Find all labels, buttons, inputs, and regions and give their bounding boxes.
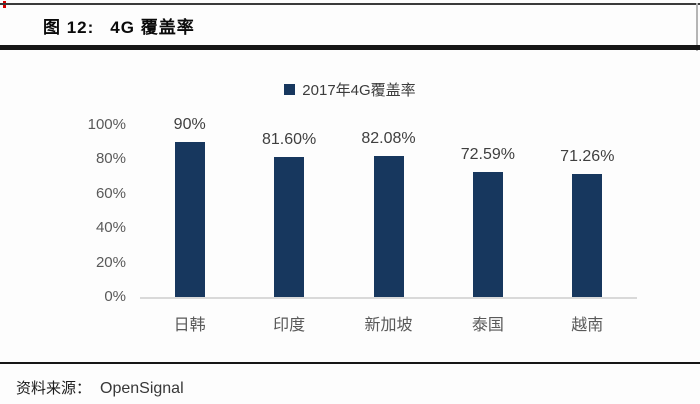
y-axis-tick-label: 80% <box>95 150 126 168</box>
figure-title: 图 12: 4G 覆盖率 <box>43 13 195 38</box>
bar <box>472 172 503 297</box>
legend-swatch-icon <box>284 84 296 95</box>
y-axis-tick-label: 0% <box>104 288 126 305</box>
title-rule <box>0 45 700 50</box>
right-border <box>696 3 698 51</box>
bar <box>572 174 603 297</box>
bar-value-label: 72.59% <box>460 146 516 164</box>
x-axis-label: 印度 <box>273 317 306 334</box>
legend-label: 2017年4G覆盖率 <box>302 82 416 99</box>
y-axis-tick-label: 40% <box>95 219 126 237</box>
y-axis-tick-label: 60% <box>95 184 126 202</box>
source-label: 资料来源： <box>16 381 92 397</box>
bar-value-label: 71.26% <box>560 148 615 166</box>
x-axis-label: 日韩 <box>173 317 206 334</box>
y-axis-tick-label: 100% <box>87 116 126 133</box>
x-axis-label: 泰国 <box>471 317 504 334</box>
y-axis-tick-label: 20% <box>95 253 126 271</box>
figure-label: 图 12: <box>43 18 95 37</box>
bar-value-label: 82.08% <box>361 129 416 147</box>
bar-value-label: 90% <box>173 116 206 134</box>
bar-value-label: 81.60% <box>261 130 317 148</box>
figure-title-text: 4G 覆盖率 <box>110 18 195 37</box>
bottom-rule <box>0 362 700 364</box>
bar <box>274 156 305 297</box>
x-axis-label: 新加坡 <box>364 317 413 334</box>
source-row: 资料来源： OpenSignal <box>16 377 184 398</box>
bar <box>174 142 205 297</box>
bar <box>373 155 404 297</box>
chart-legend: 2017年4G覆盖率 <box>0 79 700 100</box>
top-rule <box>0 3 700 5</box>
source-value: OpenSignal <box>100 380 184 397</box>
plot-area: 90% 日韩 81.60% 印度 82.08% 新加坡 72.59% 泰国 71.26% 越南 <box>140 116 637 334</box>
y-axis: 100% 80% 60% 40% 20% 0% <box>58 116 126 305</box>
x-axis-label: 越南 <box>571 317 604 334</box>
